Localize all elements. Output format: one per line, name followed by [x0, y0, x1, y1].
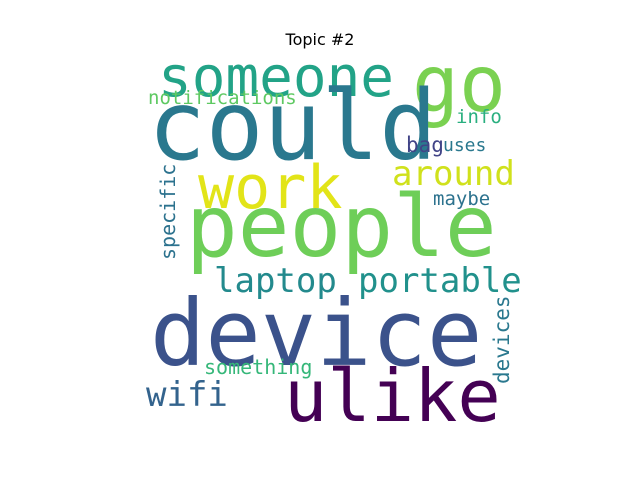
chart-title: Topic #2 [285, 30, 355, 49]
word-specific: specific [156, 163, 180, 260]
word-ulike: ulike [284, 354, 501, 438]
word-laptop: laptop [214, 261, 337, 301]
word-someone: someone [158, 45, 395, 110]
word-cloud: someone go could notifications info work… [144, 46, 522, 438]
word-wifi: wifi [146, 375, 228, 415]
word-maybe: maybe [433, 188, 491, 210]
word-device: device [150, 280, 483, 387]
word-bag: bag [406, 133, 444, 157]
word-something: something [204, 355, 313, 379]
word-could: could [148, 70, 437, 182]
word-people: people [186, 177, 497, 277]
word-work: work [198, 153, 343, 223]
word-uses: uses [443, 135, 487, 156]
word-around: around [392, 154, 515, 194]
word-portable: portable [358, 261, 522, 301]
word-info: info [456, 106, 502, 128]
word-notifications: notifications [148, 87, 297, 109]
word-go: go [412, 40, 506, 130]
